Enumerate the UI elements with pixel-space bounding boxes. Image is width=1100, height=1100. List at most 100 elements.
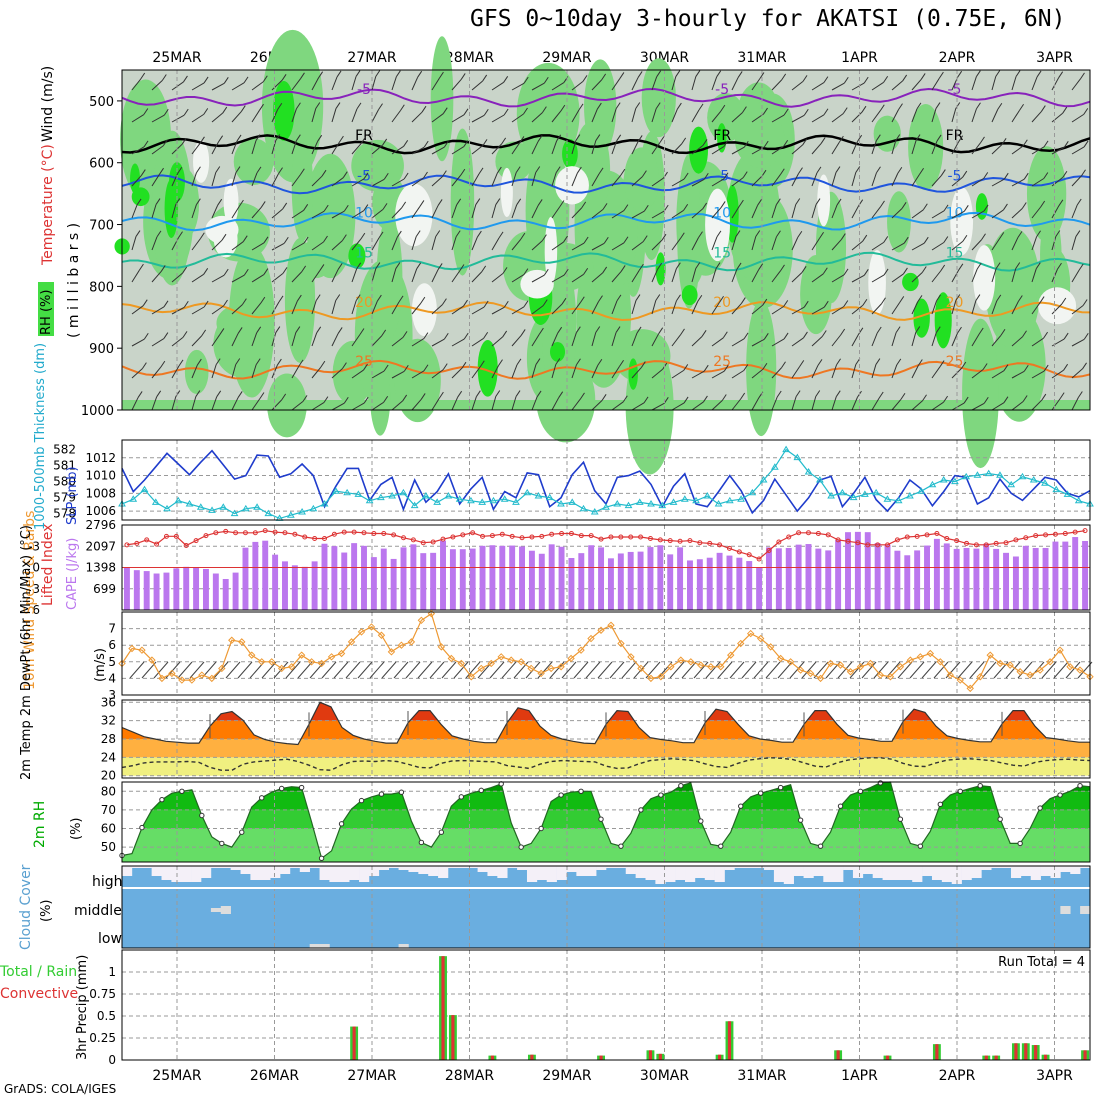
wind-barb-flag [1015, 70, 1021, 77]
lifted-index-point [845, 538, 851, 544]
wind-barb [871, 241, 885, 251]
wind-barb-flag [356, 102, 362, 110]
wind-barb [891, 207, 903, 219]
cape-bar [627, 551, 634, 610]
wind-barb-flag [337, 263, 343, 270]
wind-barb [431, 176, 443, 187]
wind-barb [611, 174, 622, 187]
cape-bar [963, 547, 970, 610]
wind-barb-flag [635, 294, 641, 301]
wind-barb-flag [622, 395, 628, 403]
wind-barb [411, 177, 424, 187]
cape-bar [933, 538, 940, 610]
wind-barb [691, 335, 703, 347]
wind-barb [1011, 145, 1024, 155]
wind-barb [1071, 146, 1085, 155]
wind-barb-flag [916, 102, 922, 110]
wind-barb [631, 367, 642, 379]
lifted-index-point [855, 540, 861, 546]
wind-barb [231, 140, 238, 155]
lifted-index-point [154, 541, 160, 547]
wind-barb-flag [840, 233, 846, 240]
wind10m-barb [357, 661, 373, 679]
lifted-index-point [203, 533, 209, 539]
wind-barb-flag [315, 294, 321, 301]
lifted-index-line [126, 530, 1086, 560]
wind10m-point [457, 659, 466, 668]
cloud-high-clear [872, 866, 883, 878]
wind-barb-flag [503, 76, 509, 83]
wind-barb [451, 396, 459, 411]
cloud-high-clear [665, 866, 676, 882]
wind-barb-flag [962, 234, 968, 242]
wind-barb [1011, 208, 1023, 219]
rh2m-point [159, 796, 165, 803]
wind-barb [791, 80, 804, 91]
wind-barb-flag [897, 166, 903, 174]
rh-moist-region [624, 147, 660, 212]
wind-barb [851, 82, 865, 91]
cloud-high-clear [428, 866, 439, 876]
wind-barb [671, 369, 685, 379]
wind-barb-flag [681, 137, 687, 145]
wind-barb-flag [698, 103, 704, 111]
wind10m-point [148, 656, 156, 664]
wind-barb [771, 79, 783, 91]
lifted-index-point [697, 540, 703, 546]
rh2m-point [817, 843, 824, 849]
wind-barb [171, 336, 184, 347]
wind-barb-flag [602, 203, 608, 210]
wind-barb [891, 80, 903, 91]
lifted-index-point [460, 532, 466, 538]
wind-barb [371, 208, 384, 219]
wind10m-point [517, 658, 525, 666]
wind-barb [851, 396, 858, 411]
wind-barb [1071, 204, 1078, 219]
wind10m-barb [429, 661, 445, 679]
wind-barb [971, 108, 977, 123]
wind-barb-flag [476, 230, 482, 238]
wind-barb-flag [317, 134, 323, 142]
lifted-index-point [183, 543, 189, 549]
wind-barb-flag [398, 295, 404, 303]
isotherm-line [121, 251, 1091, 272]
wind-barb [331, 240, 343, 251]
cape-bar [1082, 540, 1089, 610]
wind-barb-flag [439, 71, 444, 79]
wind-barb-flag [160, 265, 166, 272]
wind-barb-flag [219, 328, 225, 335]
lifted-index-point [608, 534, 614, 540]
thickness-point [500, 495, 509, 502]
wind-barb-flag [1040, 105, 1046, 112]
wind-barb-flag [657, 262, 663, 270]
wind-barb-flag [743, 140, 749, 148]
wind-barb [731, 268, 738, 283]
wind-barb [351, 238, 362, 251]
wind-barb [1051, 77, 1060, 91]
wind-barb-flag [438, 391, 444, 399]
wind-barb-flag [857, 134, 863, 142]
precip-conv-bar [935, 1044, 939, 1060]
thickness-point [230, 509, 239, 517]
rh-moist-region [908, 104, 944, 191]
wind10m-barb [261, 661, 277, 679]
wind-barb-flag [1022, 139, 1028, 147]
cloud-low-clear [398, 944, 409, 948]
wind-barb-flag [697, 294, 703, 302]
wind-barb-flag [1061, 297, 1067, 305]
rh-moist-region [887, 191, 911, 253]
wind10m-point [427, 609, 436, 618]
cloud-high-clear [546, 866, 557, 882]
wind-barb [351, 108, 358, 123]
wind-barb-flag [323, 396, 329, 403]
cloud-middle-clear [210, 908, 222, 912]
wind-barb-flag [723, 172, 729, 180]
wind-barb-flag [822, 267, 828, 275]
wind-barb [911, 108, 918, 123]
wind-barb [291, 300, 298, 315]
wind-barb [1031, 206, 1042, 219]
wind-barb-flag [341, 234, 347, 241]
wind-barb [411, 206, 421, 219]
wind-barb-flag [957, 70, 963, 78]
